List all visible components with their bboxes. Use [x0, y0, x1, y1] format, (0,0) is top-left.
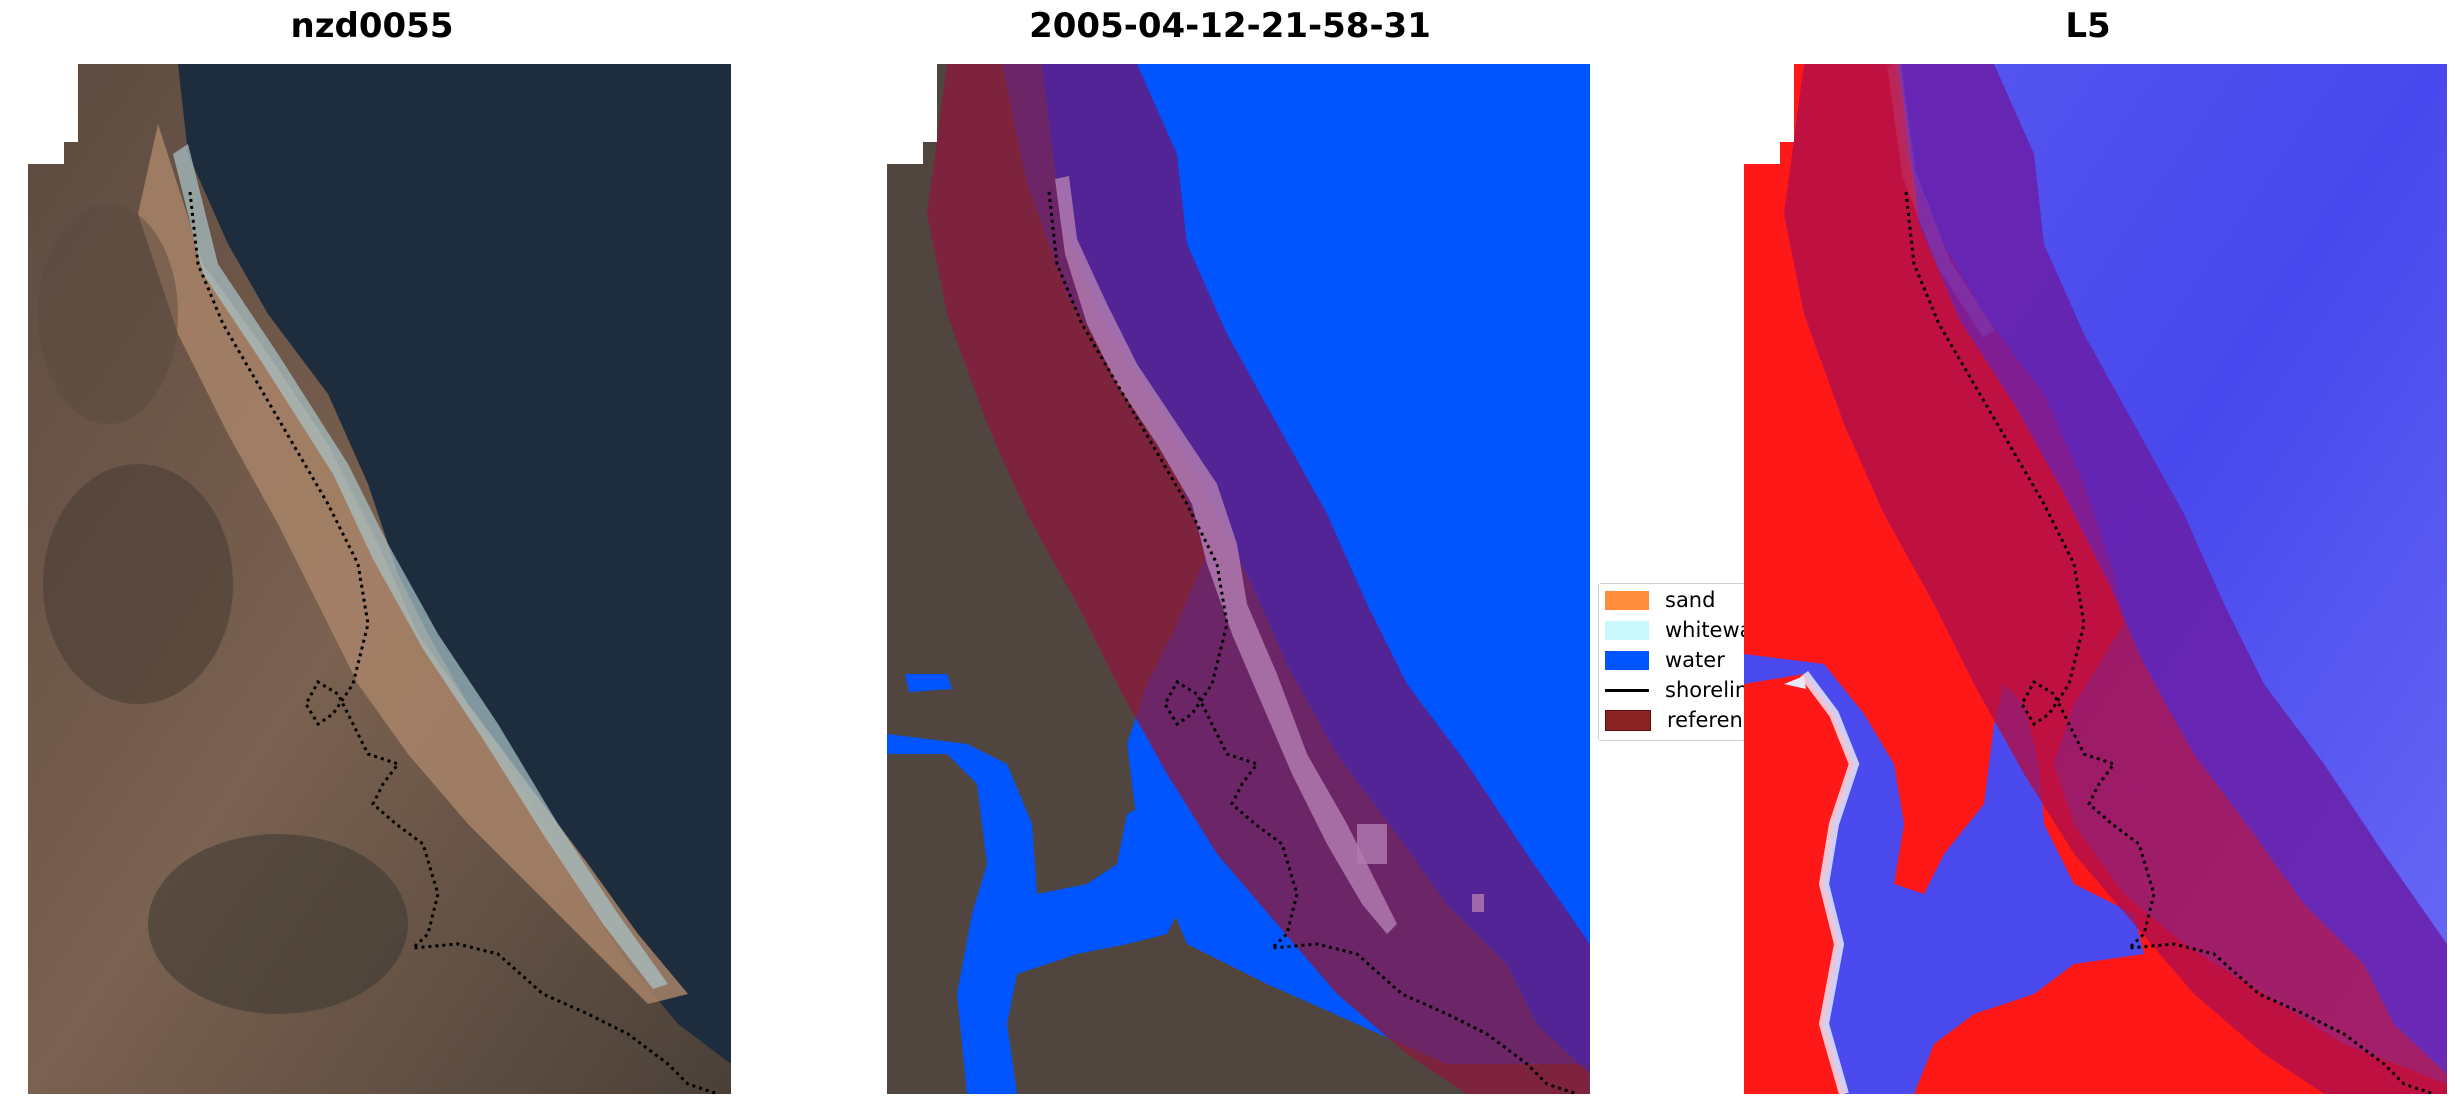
legend-swatch-water	[1605, 650, 1649, 670]
index-image-panel	[1744, 64, 2447, 1094]
legend-item-shoreline: shoreline	[1605, 677, 1752, 703]
legend-item-sand: sand	[1605, 587, 1715, 613]
legend-swatch-shoreline	[1605, 688, 1649, 692]
legend-swatch-reference	[1605, 709, 1651, 731]
shoreline-right	[1904, 191, 2435, 1094]
legend-item-whitewater: whitewater	[1605, 617, 1752, 643]
panel-title-right: L5	[2065, 6, 2111, 46]
shoreline-center	[1047, 191, 1578, 1094]
legend-label-sand: sand	[1665, 588, 1716, 612]
rgb-image-panel	[28, 64, 731, 1094]
shoreline-left	[188, 191, 719, 1094]
legend-label-whitewater: whitewater	[1665, 618, 1752, 642]
legend-label-shoreline: shoreline	[1665, 678, 1752, 702]
legend-item-water: water	[1605, 647, 1725, 673]
legend-item-reference: reference	[1605, 707, 1751, 733]
legend: sand whitewater water shoreline referenc…	[1598, 583, 1752, 741]
panel-title-left: nzd0055	[290, 6, 454, 46]
legend-swatch-whitewater	[1605, 620, 1649, 640]
panel-title-center: 2005-04-12-21-58-31	[1029, 6, 1431, 46]
legend-swatch-sand	[1605, 590, 1649, 610]
legend-label-reference: reference	[1667, 708, 1751, 732]
legend-label-water: water	[1665, 648, 1725, 672]
classification-panel	[887, 64, 1590, 1094]
